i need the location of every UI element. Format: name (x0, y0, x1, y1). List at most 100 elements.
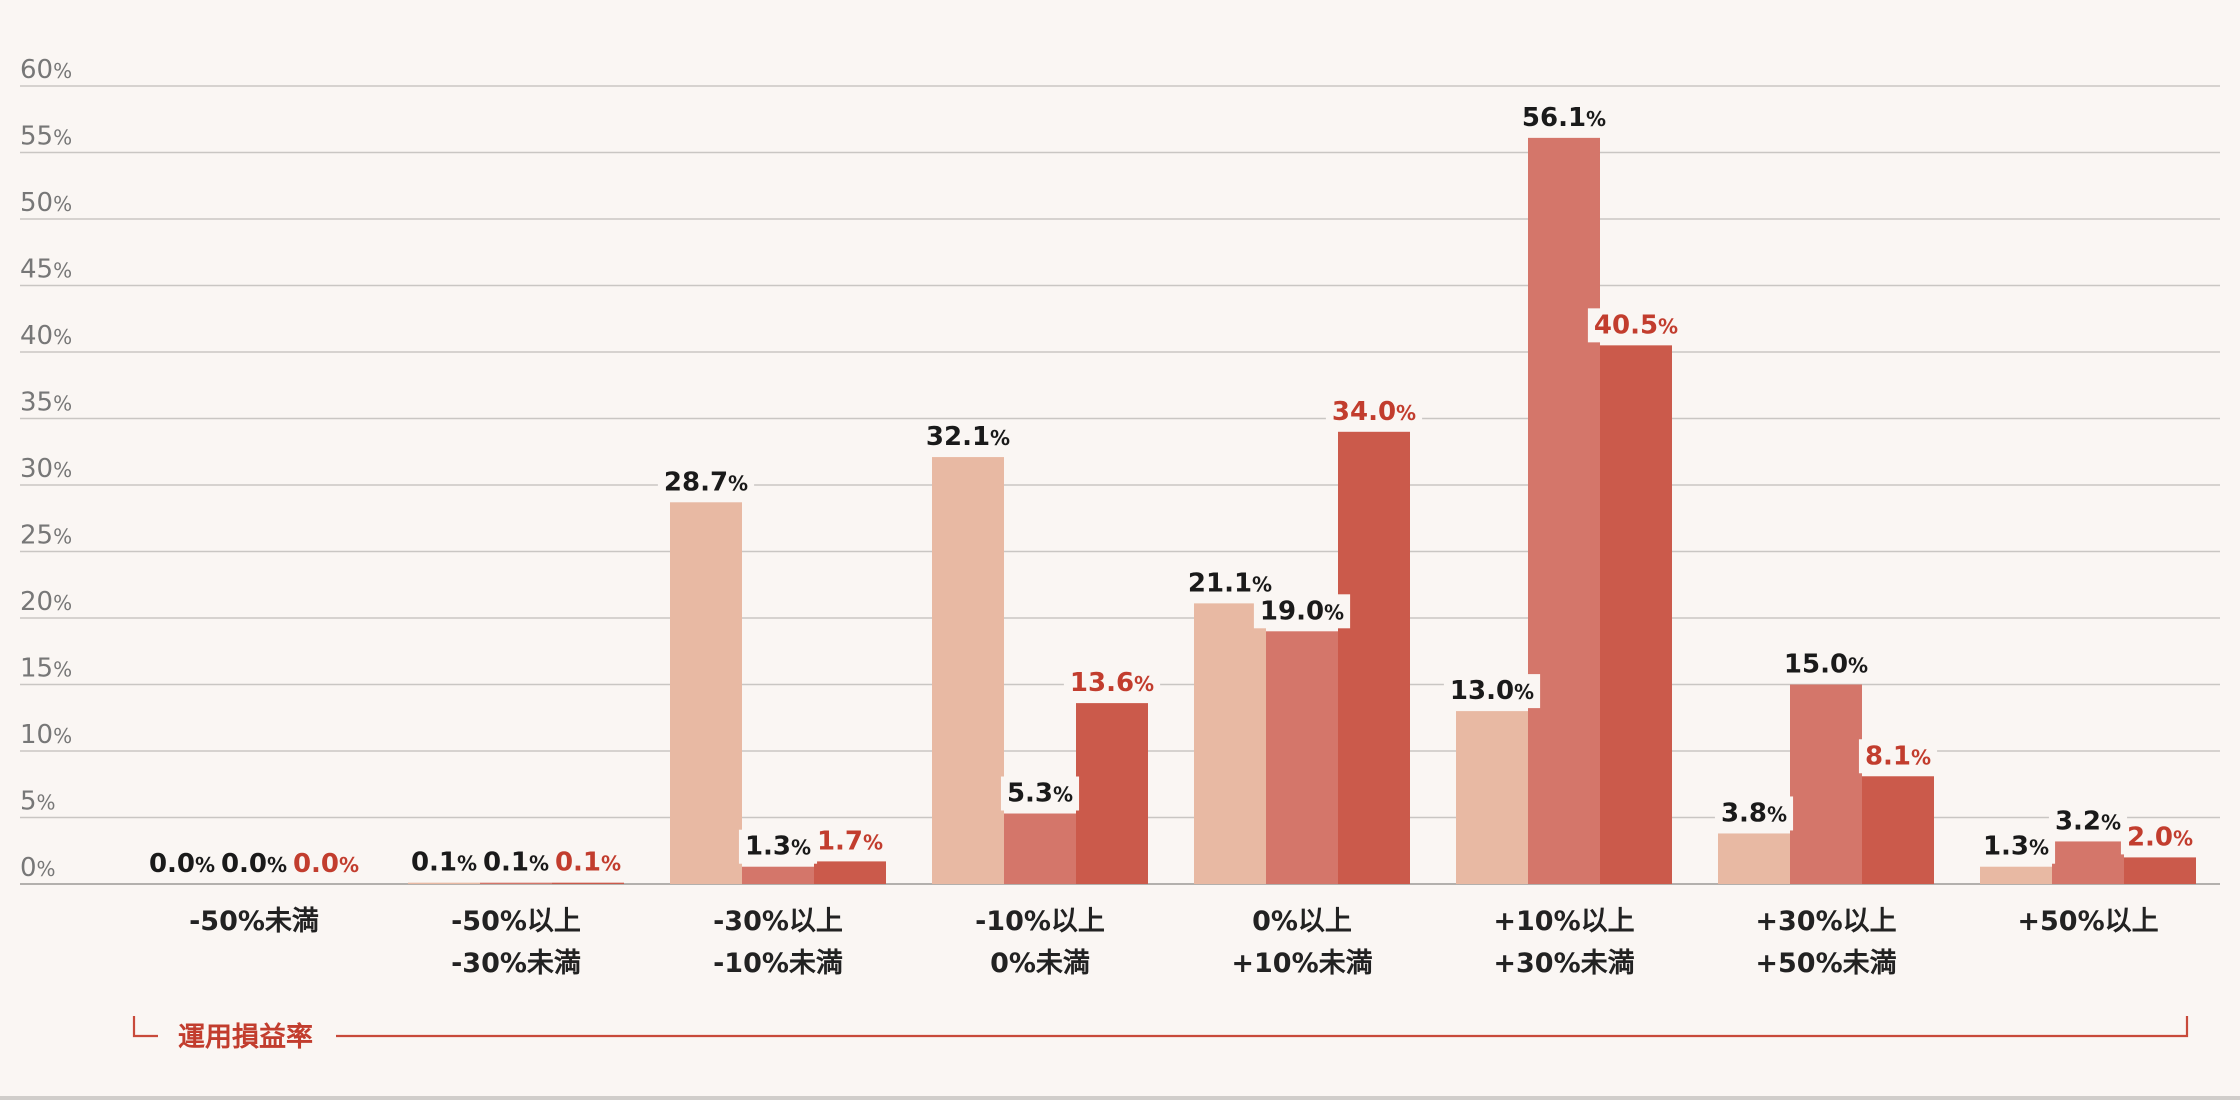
data-label-background (738, 829, 818, 864)
bar (1600, 345, 1672, 885)
data-label-background (1443, 674, 1541, 709)
y-tick-labels: 0% 5% 10% 15% 20% 25% 30% 35% 40% 45% 50% 55% 60% (20, 55, 72, 883)
data-label: 8.1% (1865, 741, 1931, 771)
y-tick-label: 35% (20, 388, 72, 418)
data-label: 0.0% (221, 849, 287, 879)
category-label: -10%以上 (975, 906, 1105, 937)
data-label-background (286, 847, 366, 881)
bar (1980, 866, 2052, 884)
bar (814, 861, 886, 884)
bar (408, 882, 480, 884)
data-label-background (476, 845, 556, 880)
category-label: -10%未満 (713, 948, 843, 979)
bar (1528, 137, 1600, 884)
y-tick-label: 20% (20, 587, 72, 617)
y-tick-label: 50% (20, 188, 72, 218)
data-label: 15.0% (1784, 650, 1868, 680)
category-label: +50%以上 (2017, 906, 2158, 937)
bar (1718, 833, 1790, 884)
data-label: 19.0% (1260, 596, 1344, 626)
category-label: +50%未満 (1755, 948, 1896, 979)
y-tick-label: 40% (20, 321, 72, 351)
data-label-background (1587, 308, 1685, 343)
category-label: -50%以上 (451, 906, 581, 937)
data-label: 1.3% (1983, 832, 2049, 862)
y-tick-label: 10% (20, 720, 72, 750)
bar (1194, 603, 1266, 884)
category-label: +10%以上 (1493, 906, 1634, 937)
data-label-background (2120, 820, 2200, 855)
gridlines (20, 85, 2220, 885)
bar (2052, 841, 2124, 884)
data-label-background (1858, 739, 1938, 774)
data-label-background (657, 465, 755, 500)
bar (1338, 431, 1410, 884)
category-label: -30%未満 (451, 948, 581, 979)
data-label-background (404, 845, 484, 880)
y-tick-label: 5% (20, 787, 56, 817)
data-label: 21.1% (1188, 568, 1272, 598)
data-label-background (919, 420, 1017, 455)
data-label-background (548, 845, 628, 880)
data-label: 0.1% (555, 848, 621, 878)
category-label: 0%未満 (990, 948, 1090, 979)
y-tick-label: 60% (20, 55, 72, 85)
value-labels: 0.0% 0.0% 0.0% 0.1% 0.1% 0.1%28.7%1.3% 1.7%32.… (142, 100, 2200, 881)
data-label: 13.6% (1070, 668, 1154, 698)
data-label: 13.0% (1450, 676, 1534, 706)
data-label: 32.1% (926, 422, 1010, 452)
bar (480, 882, 552, 884)
bar (670, 502, 742, 884)
y-tick-label: 30% (20, 454, 72, 484)
data-label-background (142, 847, 222, 881)
data-label: 1.3% (745, 832, 811, 862)
bar (552, 882, 624, 884)
y-tick-label: 55% (20, 122, 72, 152)
bar (2124, 857, 2196, 884)
category-label: +30%以上 (1755, 906, 1896, 937)
bar (1456, 711, 1528, 884)
bar (1790, 684, 1862, 884)
bar (1076, 703, 1148, 884)
data-label-background (1000, 776, 1080, 811)
data-label-background (2048, 804, 2128, 839)
y-tick-label: 45% (20, 255, 72, 285)
category-labels: -50%未満 -50%以上 -30%未満 -30%以上 -10%未満 -10%以上 0%未満… (189, 906, 2159, 979)
data-label: 5.3% (1007, 779, 1073, 809)
data-label: 3.2% (2055, 806, 2121, 836)
data-label-background (1976, 829, 2056, 864)
data-label: 40.5% (1594, 310, 1678, 340)
data-label: 2.0% (2127, 822, 2193, 852)
data-label-background (1325, 394, 1423, 429)
x-axis-title: 運用損益率 (178, 1021, 313, 1053)
category-label: +30%未満 (1493, 948, 1634, 979)
data-label: 1.7% (817, 826, 883, 856)
data-label-background (1253, 594, 1351, 629)
data-label-background (214, 847, 294, 881)
bar (1004, 813, 1076, 884)
category-label: -30%以上 (713, 906, 843, 937)
axis-bracket-left (132, 1016, 158, 1038)
data-label: 0.0% (149, 849, 215, 879)
bars (408, 137, 2196, 885)
data-label-background (1515, 100, 1613, 135)
x-axis-title-group: 運用損益率 (132, 1016, 2189, 1053)
bar (1862, 776, 1934, 884)
data-label-background (810, 824, 890, 859)
category-label: -50%未満 (189, 906, 319, 937)
data-label: 0.1% (411, 848, 477, 878)
y-tick-label: 0% (20, 853, 56, 883)
category-label: +10%未満 (1231, 948, 1372, 979)
data-label: 3.8% (1721, 798, 1787, 828)
y-tick-label: 25% (20, 521, 72, 551)
category-label: 0%以上 (1252, 906, 1352, 937)
data-label: 34.0% (1332, 397, 1416, 427)
data-label-background (1777, 647, 1875, 682)
bar (932, 457, 1004, 884)
bar (742, 866, 814, 884)
data-label: 0.0% (293, 849, 359, 879)
data-label: 56.1% (1522, 103, 1606, 133)
axis-bracket-right (336, 1016, 2189, 1038)
